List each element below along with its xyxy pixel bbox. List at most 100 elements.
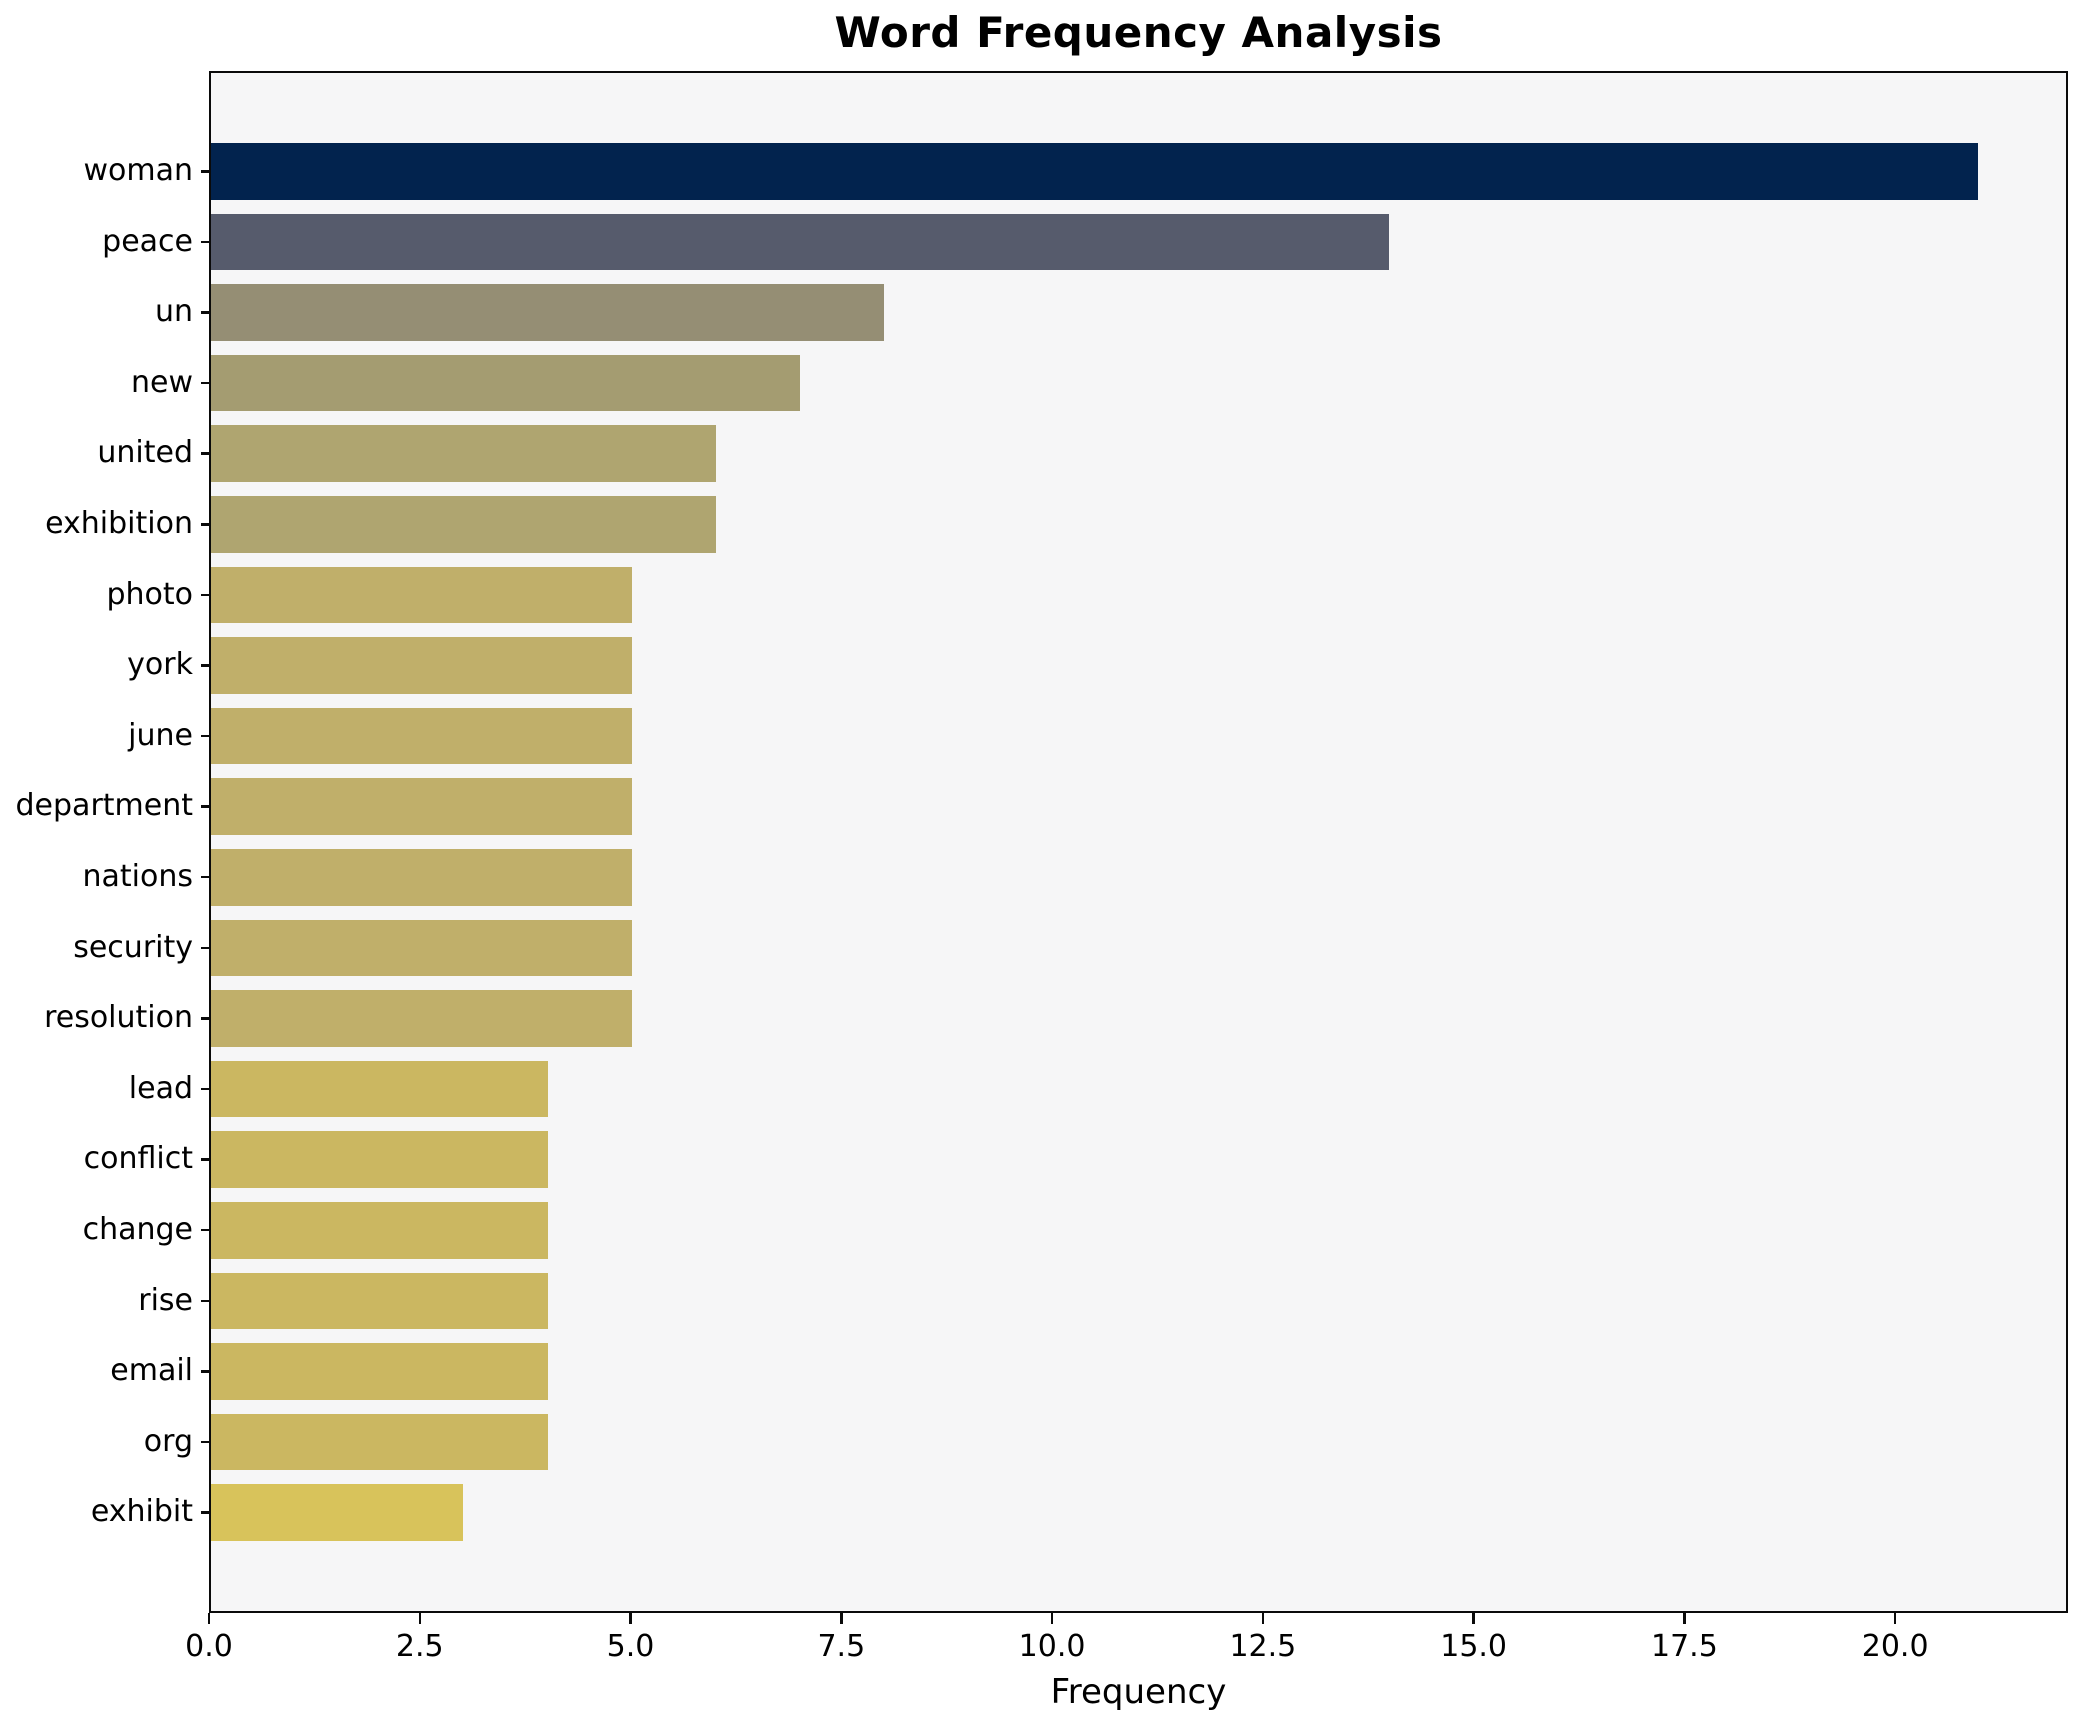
x-tick-label: 0.0 bbox=[185, 1629, 233, 1664]
y-tick-label: york bbox=[127, 647, 193, 683]
y-tick-label: security bbox=[73, 929, 193, 965]
y-tick-mark bbox=[201, 381, 211, 385]
bar bbox=[211, 284, 885, 341]
x-tick-label: 2.5 bbox=[395, 1629, 444, 1664]
bar-row: conflict bbox=[84, 1131, 2066, 1188]
bar-row: un bbox=[155, 284, 2066, 341]
y-tick-label: un bbox=[154, 294, 193, 330]
bar-row: united bbox=[97, 425, 2066, 482]
bar-row: department bbox=[16, 778, 2066, 835]
bar-row: lead bbox=[129, 1060, 2066, 1118]
bar bbox=[211, 143, 1978, 200]
x-tick-label: 7.5 bbox=[817, 1629, 866, 1664]
bar bbox=[211, 778, 632, 835]
bar bbox=[211, 1272, 548, 1330]
x-tick-mark bbox=[207, 1613, 211, 1624]
x-tick-label: 12.5 bbox=[1229, 1629, 1297, 1664]
bar bbox=[211, 1201, 548, 1259]
x-tick-mark bbox=[418, 1613, 422, 1624]
y-tick-label: department bbox=[15, 788, 193, 824]
y-tick-mark bbox=[201, 946, 211, 950]
y-tick-mark bbox=[201, 1087, 211, 1091]
y-tick-mark bbox=[201, 805, 211, 808]
y-tick-label: united bbox=[97, 435, 193, 471]
y-tick-mark bbox=[201, 240, 211, 244]
y-tick-label: peace bbox=[102, 223, 193, 259]
bar-row: security bbox=[73, 919, 2066, 977]
y-tick-label: change bbox=[82, 1211, 193, 1247]
bar bbox=[211, 637, 632, 694]
y-tick-mark bbox=[201, 170, 211, 173]
bar-row: resolution bbox=[44, 990, 2066, 1047]
x-tick-label: 10.0 bbox=[1018, 1629, 1086, 1664]
y-tick-label: org bbox=[143, 1423, 193, 1459]
bar-row: peace bbox=[102, 213, 2066, 271]
bars-container: woman peace un new united exhibition photo york… bbox=[16, 73, 2066, 1611]
y-tick-mark bbox=[201, 1228, 211, 1232]
y-tick-label: photo bbox=[106, 576, 193, 612]
x-tick-label: 20.0 bbox=[1861, 1629, 1929, 1664]
y-tick-mark bbox=[201, 593, 211, 597]
bar bbox=[211, 425, 716, 482]
x-axis-label: Frequency bbox=[1050, 1672, 1227, 1712]
y-tick-label: exhibition bbox=[45, 505, 193, 541]
bar bbox=[211, 1413, 548, 1471]
x-tick-mark bbox=[840, 1613, 843, 1624]
x-tick-mark bbox=[1261, 1613, 1265, 1624]
y-tick-label: new bbox=[130, 364, 193, 400]
y-tick-mark bbox=[201, 664, 211, 667]
y-tick-mark bbox=[201, 1440, 211, 1444]
x-tick-label: 17.5 bbox=[1650, 1629, 1718, 1664]
bar bbox=[211, 1131, 548, 1188]
y-tick-mark bbox=[201, 734, 211, 738]
x-tick-mark bbox=[1472, 1613, 1475, 1624]
bar-row: new bbox=[131, 354, 2066, 412]
bar-row: exhibition bbox=[45, 495, 2066, 553]
plot-area: woman peace un new united exhibition photo york… bbox=[16, 71, 2068, 1613]
x-tick-label: 15.0 bbox=[1440, 1629, 1508, 1664]
x-tick-mark bbox=[1050, 1613, 1054, 1624]
y-tick-mark bbox=[201, 1299, 211, 1303]
y-tick-label: resolution bbox=[44, 1000, 193, 1036]
bar bbox=[211, 213, 1389, 271]
bar-row: rise bbox=[138, 1272, 2066, 1330]
y-tick-mark bbox=[201, 1158, 211, 1161]
chart-title: Word Frequency Analysis bbox=[834, 8, 1443, 57]
y-tick-label: lead bbox=[128, 1070, 193, 1106]
y-tick-mark bbox=[201, 1017, 211, 1020]
y-tick-label: email bbox=[110, 1353, 193, 1389]
y-tick-label: june bbox=[128, 717, 193, 753]
bar bbox=[211, 1060, 548, 1118]
y-tick-mark bbox=[201, 875, 211, 879]
y-tick-mark bbox=[201, 311, 211, 314]
x-axis: 0.0 2.5 5.0 7.5 10.0 12.5 15.0 17.5 20.0 bbox=[185, 1613, 2068, 1683]
bar bbox=[211, 354, 800, 412]
bar-row: june bbox=[128, 707, 2066, 765]
bar-row: org bbox=[144, 1413, 2066, 1471]
y-tick-mark bbox=[201, 452, 211, 455]
bar-row: nations bbox=[83, 848, 2066, 906]
bar bbox=[211, 707, 632, 765]
bar bbox=[211, 990, 632, 1047]
bar bbox=[211, 566, 632, 624]
y-tick-label: conflict bbox=[83, 1141, 193, 1177]
bar bbox=[211, 919, 632, 977]
x-tick-mark bbox=[629, 1613, 632, 1624]
bar-row: email bbox=[110, 1343, 2066, 1400]
bar bbox=[211, 1484, 464, 1541]
x-tick-label: 5.0 bbox=[606, 1629, 655, 1664]
bar-row: change bbox=[83, 1201, 2066, 1259]
y-tick-label: exhibit bbox=[90, 1494, 193, 1530]
y-tick-mark bbox=[201, 1511, 211, 1514]
bar-row: york bbox=[127, 637, 2066, 694]
bar bbox=[211, 848, 632, 906]
y-tick-mark bbox=[201, 523, 211, 526]
bar bbox=[211, 1343, 548, 1400]
x-tick-mark bbox=[1683, 1613, 1686, 1624]
y-tick-label: rise bbox=[138, 1282, 193, 1318]
y-tick-label: woman bbox=[83, 153, 193, 188]
y-tick-mark bbox=[201, 1370, 211, 1373]
bar bbox=[211, 495, 716, 553]
bar-row: woman bbox=[83, 143, 2066, 200]
